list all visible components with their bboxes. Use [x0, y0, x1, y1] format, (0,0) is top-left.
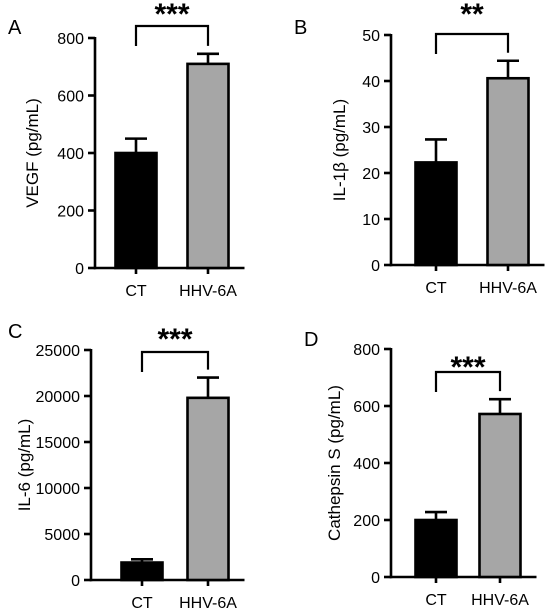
- y-tick-label: 400: [353, 456, 380, 473]
- panel-letter: C: [8, 321, 22, 343]
- y-axis-title: IL-6 (pg/mL): [15, 419, 34, 512]
- y-tick-label: 25000: [36, 343, 81, 360]
- y-tick-label: 20000: [36, 389, 81, 406]
- panel-c: C IL-6 (pg/mL) 0 5000 10000 15000 20000 25000 CT…: [8, 321, 245, 612]
- significance-label: ***: [450, 351, 485, 384]
- bar-ct: [114, 151, 158, 270]
- panel-d: D Cathepsin S (pg/mL) 0 200 400 600 800 CT HHV-6…: [304, 329, 537, 609]
- significance-label: **: [460, 0, 484, 31]
- y-tick-label: 0: [71, 573, 80, 590]
- panel-letter: D: [304, 329, 318, 351]
- y-tick-label: 0: [75, 261, 84, 278]
- y-tick-label: 40: [362, 74, 380, 91]
- bar-hhv-6a: [186, 62, 230, 270]
- x-tick-label: CT: [125, 283, 147, 300]
- y-tick-label: 5000: [44, 527, 80, 544]
- y-tick-label: 800: [57, 31, 84, 48]
- significance-bracket: [134, 24, 210, 46]
- x-tick-label: CT: [131, 595, 153, 612]
- y-tick-label: 20: [362, 166, 380, 183]
- y-tick-label: 30: [362, 120, 380, 137]
- y-axis-title: VEGF (pg/mL): [23, 98, 42, 208]
- significance-label: ***: [157, 323, 192, 356]
- significance-label: ***: [154, 0, 189, 31]
- bar-ct: [414, 518, 458, 579]
- significance-bracket: [140, 350, 210, 372]
- y-tick-label: 600: [57, 89, 84, 106]
- panel-b: B IL-1β (pg/mL) 0 10 20 30 40 50 CT HHV-6A **: [294, 0, 545, 297]
- x-tick-label: HHV-6A: [479, 280, 537, 297]
- panel-letter: B: [294, 17, 307, 39]
- bar-ct: [120, 561, 164, 582]
- bar-ct: [414, 161, 458, 267]
- panel-letter: A: [8, 17, 22, 39]
- y-tick-label: 0: [371, 258, 380, 275]
- x-tick-label: HHV-6A: [179, 595, 237, 612]
- x-tick-label: CT: [425, 592, 447, 609]
- y-tick-label: 0: [371, 570, 380, 587]
- y-tick-label: 50: [362, 28, 380, 45]
- bar-hhv-6a: [478, 412, 522, 579]
- y-tick-label: 400: [57, 146, 84, 163]
- bar-hhv-6a: [186, 396, 230, 582]
- y-axis-title: IL-1β (pg/mL): [330, 99, 349, 201]
- x-tick-label: HHV-6A: [471, 592, 529, 609]
- bar-hhv-6a: [486, 76, 530, 267]
- x-tick-label: CT: [425, 280, 447, 297]
- y-tick-label: 200: [57, 204, 84, 221]
- significance-bracket: [434, 32, 510, 54]
- y-axis-title: Cathepsin S (pg/mL): [325, 385, 344, 541]
- x-tick-label: HHV-6A: [179, 283, 237, 300]
- y-tick-label: 200: [353, 513, 380, 530]
- panel-a: A VEGF (pg/mL) 0 200 400 600 800 CT HHV-6A ***: [8, 0, 245, 300]
- y-tick-label: 10: [362, 212, 380, 229]
- y-tick-label: 10000: [36, 481, 81, 498]
- y-tick-label: 15000: [36, 435, 81, 452]
- y-tick-label: 800: [353, 342, 380, 359]
- significance-bracket: [434, 370, 502, 392]
- y-tick-label: 600: [353, 399, 380, 416]
